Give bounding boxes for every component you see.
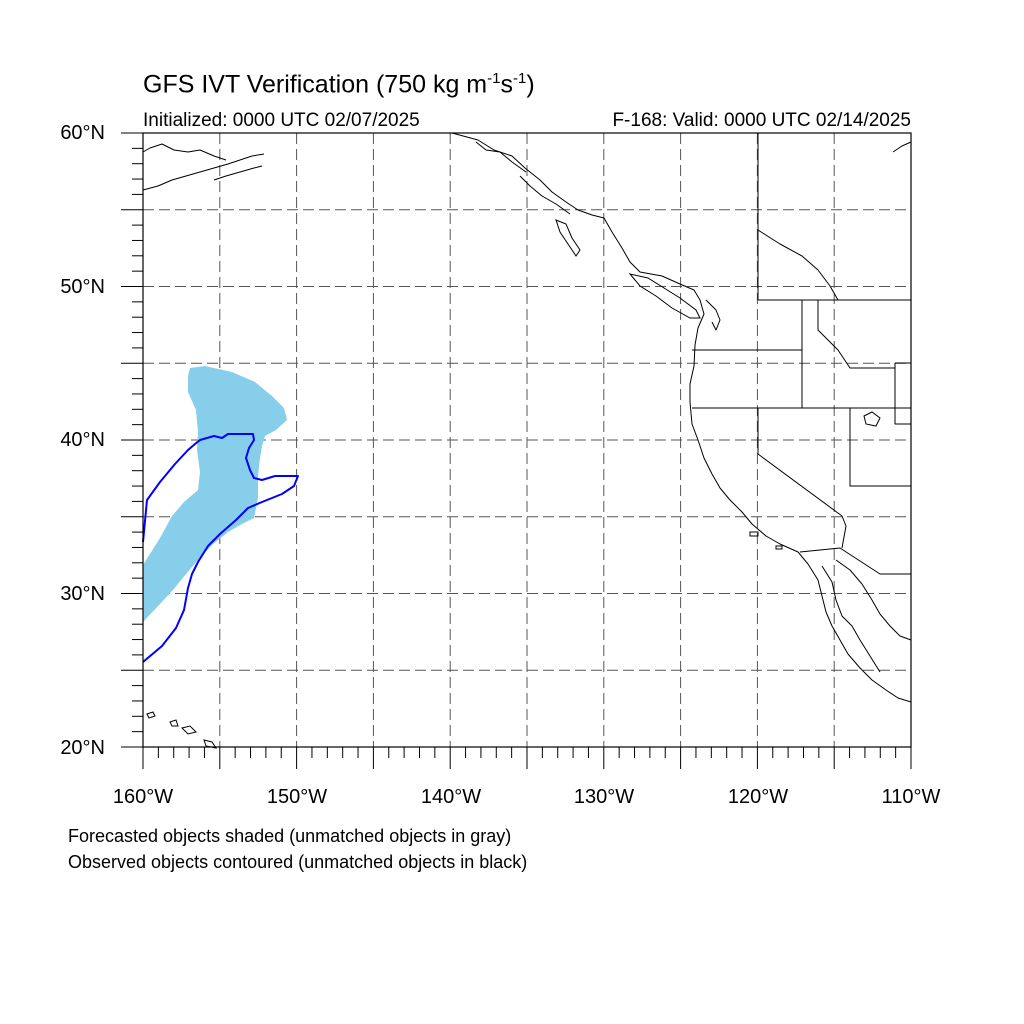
- california-nevada-border: [757, 408, 843, 517]
- channel-island: [775, 545, 783, 550]
- lat-label-60n: 60°N: [60, 122, 105, 144]
- hawaii-island-maui: [181, 725, 197, 735]
- canada-interior-border: [757, 229, 839, 301]
- initialized-time: Initialized: 0000 UTC 02/07/2025: [143, 110, 420, 131]
- forecast-ivt-object: [143, 366, 287, 622]
- hawaii-island-big: [203, 739, 218, 749]
- coastlines-layer: [142, 132, 912, 749]
- haida-gwaii-island: [555, 219, 581, 257]
- lon-label-110w: 110°W: [881, 786, 941, 808]
- observed-ivt-contour: [142, 433, 299, 663]
- lon-label-120w: 120°W: [727, 786, 789, 808]
- hawaii-island-oahu: [169, 719, 179, 727]
- footnote-observed: Observed objects contoured (unmatched ob…: [68, 852, 528, 872]
- lon-label-160w: 160°W: [112, 786, 174, 808]
- lat-label-30n: 30°N: [60, 583, 105, 605]
- aleutian-coast-top: [142, 143, 227, 161]
- utah-border: [849, 408, 911, 487]
- hudson-bay-corner: [892, 141, 912, 153]
- arizona-border: [841, 515, 847, 549]
- alaska-panhandle-islands: [475, 141, 527, 173]
- kodiak-coast: [213, 165, 263, 181]
- haida-gwaii-coast: [519, 175, 571, 215]
- great-salt-lake: [863, 411, 881, 427]
- lat-label-40n: 40°N: [60, 429, 105, 451]
- idaho-montana-border: [817, 300, 895, 369]
- us-mexico-border: [799, 547, 911, 575]
- channel-island: [749, 531, 759, 537]
- hawaii-island-kauai: [146, 711, 156, 719]
- graticule: [143, 133, 911, 747]
- forecast-object-layer: [143, 366, 287, 622]
- lon-label-140w: 140°W: [420, 786, 482, 808]
- chart-title: GFS IVT Verification (750 kg m-1s-1): [143, 70, 535, 99]
- vancouver-island: [628, 273, 701, 319]
- lon-label-130w: 130°W: [573, 786, 635, 808]
- mainland-mexico-coast: [835, 559, 912, 641]
- lat-label-50n: 50°N: [60, 276, 105, 298]
- puget-sound-coast: [705, 299, 721, 331]
- lon-label-150w: 150°W: [266, 786, 328, 808]
- lat-label-20n: 20°N: [60, 737, 105, 759]
- valid-time: F-168: Valid: 0000 UTC 02/14/2025: [612, 110, 911, 131]
- west-coast-coastline: [451, 132, 912, 703]
- footnote-forecast: Forecasted objects shaded (unmatched obj…: [68, 826, 512, 846]
- alaska-peninsula-coast: [142, 153, 265, 191]
- axis-ticks: [121, 132, 912, 769]
- baja-gulf-coast: [821, 565, 881, 673]
- observed-object-layer: [142, 433, 299, 663]
